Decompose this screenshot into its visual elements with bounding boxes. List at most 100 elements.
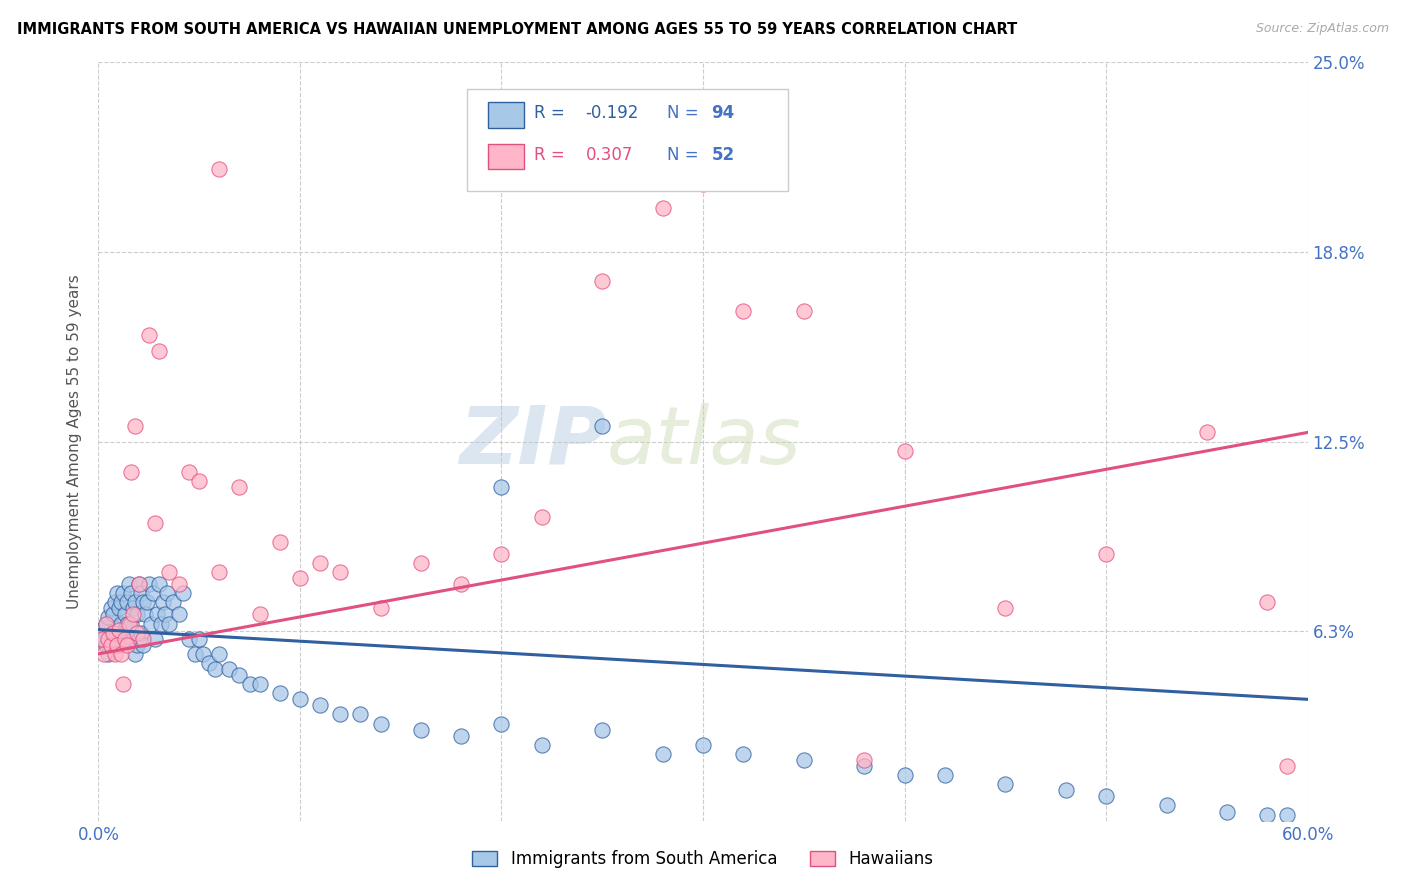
Point bbox=[138, 328, 160, 343]
Point bbox=[105, 638, 128, 652]
Point bbox=[128, 577, 150, 591]
Point bbox=[143, 632, 166, 646]
Point bbox=[591, 419, 613, 434]
Point bbox=[269, 686, 291, 700]
Point bbox=[193, 647, 215, 661]
Point bbox=[793, 304, 815, 318]
Point bbox=[128, 632, 150, 646]
Point bbox=[111, 677, 134, 691]
Point bbox=[97, 610, 120, 624]
Point bbox=[103, 632, 125, 646]
Point bbox=[118, 577, 141, 591]
Point bbox=[228, 480, 250, 494]
Point bbox=[893, 768, 915, 782]
Point bbox=[148, 577, 170, 591]
Point bbox=[409, 723, 432, 737]
Point bbox=[125, 638, 148, 652]
Point bbox=[97, 647, 120, 661]
Point bbox=[157, 616, 180, 631]
Point bbox=[994, 777, 1017, 791]
Point bbox=[121, 632, 143, 646]
Point bbox=[101, 607, 124, 622]
Point bbox=[491, 547, 513, 561]
Point bbox=[115, 595, 138, 609]
Point bbox=[134, 607, 156, 622]
Point bbox=[105, 638, 128, 652]
Point bbox=[111, 632, 134, 646]
Point bbox=[97, 632, 120, 646]
Point bbox=[591, 274, 613, 288]
Point bbox=[101, 625, 124, 640]
Point bbox=[96, 638, 118, 652]
Point bbox=[1216, 805, 1239, 819]
Point bbox=[172, 586, 194, 600]
Point bbox=[218, 662, 240, 676]
Point bbox=[124, 647, 146, 661]
Point bbox=[103, 595, 125, 609]
Point bbox=[129, 625, 152, 640]
Point bbox=[651, 201, 673, 215]
Point bbox=[692, 738, 714, 752]
Point bbox=[349, 707, 371, 722]
Point bbox=[198, 656, 221, 670]
Point bbox=[853, 759, 876, 773]
Point bbox=[249, 677, 271, 691]
Point bbox=[288, 692, 311, 706]
Text: N =: N = bbox=[666, 104, 703, 122]
Point bbox=[329, 565, 352, 579]
Text: N =: N = bbox=[666, 146, 703, 164]
Point bbox=[591, 723, 613, 737]
Point bbox=[1277, 759, 1299, 773]
Point bbox=[103, 647, 125, 661]
Point bbox=[107, 601, 129, 615]
Text: -0.192: -0.192 bbox=[586, 104, 640, 122]
Point bbox=[1256, 595, 1278, 609]
Point bbox=[96, 616, 118, 631]
Point bbox=[120, 586, 142, 600]
FancyBboxPatch shape bbox=[488, 144, 524, 169]
Point bbox=[309, 698, 332, 713]
Point bbox=[132, 595, 155, 609]
Point bbox=[994, 601, 1017, 615]
Point bbox=[167, 607, 190, 622]
Point bbox=[148, 343, 170, 358]
Point bbox=[157, 565, 180, 579]
Point bbox=[153, 607, 176, 622]
Point bbox=[115, 616, 138, 631]
Point bbox=[91, 632, 114, 646]
Point bbox=[101, 625, 124, 640]
Point bbox=[167, 577, 190, 591]
Point bbox=[733, 304, 755, 318]
Point bbox=[288, 571, 311, 585]
FancyBboxPatch shape bbox=[467, 89, 787, 191]
Point bbox=[100, 601, 122, 615]
Point bbox=[1156, 798, 1178, 813]
Point bbox=[143, 516, 166, 531]
Text: 94: 94 bbox=[711, 104, 735, 122]
Point bbox=[135, 595, 157, 609]
Text: 52: 52 bbox=[711, 146, 734, 164]
Text: R =: R = bbox=[534, 146, 569, 164]
Point bbox=[121, 601, 143, 615]
Point bbox=[162, 595, 184, 609]
Point bbox=[110, 595, 132, 609]
Point bbox=[93, 647, 115, 661]
Point bbox=[370, 601, 392, 615]
Point bbox=[188, 632, 211, 646]
Point bbox=[115, 638, 138, 652]
Point bbox=[91, 623, 114, 637]
Point bbox=[1095, 547, 1118, 561]
Point bbox=[651, 747, 673, 761]
Point bbox=[934, 768, 956, 782]
Point bbox=[100, 638, 122, 652]
Y-axis label: Unemployment Among Ages 55 to 59 years: Unemployment Among Ages 55 to 59 years bbox=[67, 274, 83, 609]
Point bbox=[793, 753, 815, 767]
Text: ZIP: ZIP bbox=[458, 402, 606, 481]
Point bbox=[208, 565, 231, 579]
Point bbox=[114, 607, 136, 622]
Point bbox=[208, 647, 231, 661]
Point bbox=[450, 729, 472, 743]
Point bbox=[118, 632, 141, 646]
Point bbox=[184, 647, 207, 661]
Point bbox=[450, 577, 472, 591]
